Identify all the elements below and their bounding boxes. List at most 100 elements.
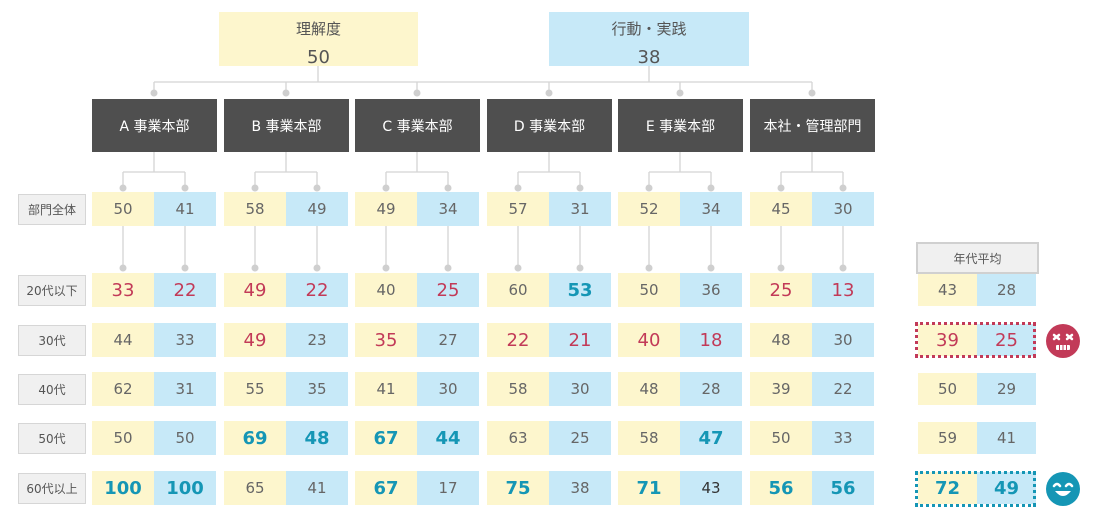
action-label: 行動・実践 <box>611 20 687 38</box>
average-understanding-cell: 39 <box>918 324 977 356</box>
action-score-cell: 53 <box>549 273 611 307</box>
connector-dot <box>676 89 684 97</box>
action-score-cell: 23 <box>286 323 348 357</box>
understanding-score-cell: 50 <box>92 421 154 455</box>
action-score-cell: 22 <box>812 372 874 406</box>
connector-dot <box>707 184 715 192</box>
action-score-cell: 48 <box>286 421 348 455</box>
connector-dot <box>545 89 553 97</box>
row-label: 30代 <box>18 325 86 356</box>
average-action-cell: 28 <box>977 274 1036 306</box>
connector-dot <box>413 89 421 97</box>
action-score-cell: 13 <box>812 273 874 307</box>
understanding-score-cell: 33 <box>92 273 154 307</box>
average-action-cell: 49 <box>977 472 1036 504</box>
connector-dot <box>514 184 522 192</box>
action-score-cell: 35 <box>286 372 348 406</box>
row-label: 40代 <box>18 374 86 405</box>
connector-dot <box>839 184 847 192</box>
connector-dot <box>251 184 259 192</box>
connector-dot <box>313 264 321 272</box>
action-score-cell: 34 <box>680 192 742 226</box>
action-score-cell: 22 <box>286 273 348 307</box>
connector-dot <box>444 264 452 272</box>
understanding-score-cell: 22 <box>487 323 549 357</box>
understanding-score-cell: 49 <box>224 273 286 307</box>
understanding-score-cell: 52 <box>618 192 680 226</box>
action-score-cell: 21 <box>549 323 611 357</box>
highest-average-highlight <box>915 471 1036 507</box>
connector-dot <box>645 184 653 192</box>
smile-face-icon <box>1046 472 1080 506</box>
action-score-cell: 25 <box>549 421 611 455</box>
understanding-score-cell: 100 <box>92 471 154 505</box>
action-score-cell: 100 <box>154 471 216 505</box>
connector-dot <box>576 264 584 272</box>
action-score-cell: 22 <box>154 273 216 307</box>
department-node: E 事業本部 <box>618 99 743 152</box>
understanding-score-cell: 58 <box>224 192 286 226</box>
understanding-score-cell: 45 <box>750 192 812 226</box>
action-score-cell: 47 <box>680 421 742 455</box>
understanding-score-cell: 40 <box>355 273 417 307</box>
action-score-cell: 41 <box>154 192 216 226</box>
action-score-cell: 30 <box>812 323 874 357</box>
lowest-average-highlight <box>915 322 1036 358</box>
action-node: 行動・実践 38 <box>549 12 749 68</box>
action-score-cell: 33 <box>812 421 874 455</box>
average-understanding-cell: 43 <box>918 274 977 306</box>
understanding-score-cell: 58 <box>487 372 549 406</box>
connector-dot <box>645 264 653 272</box>
action-score-cell: 27 <box>417 323 479 357</box>
action-score-cell: 17 <box>417 471 479 505</box>
action-score-cell: 41 <box>286 471 348 505</box>
connector-dot <box>576 184 584 192</box>
action-score-cell: 18 <box>680 323 742 357</box>
action-score-cell: 30 <box>549 372 611 406</box>
connector-dot <box>181 184 189 192</box>
understanding-label: 理解度 <box>295 20 341 38</box>
department-node: C 事業本部 <box>355 99 480 152</box>
action-score-cell: 56 <box>812 471 874 505</box>
understanding-score-cell: 35 <box>355 323 417 357</box>
understanding-score-cell: 50 <box>92 192 154 226</box>
understanding-score-cell: 39 <box>750 372 812 406</box>
understanding-score-cell: 49 <box>224 323 286 357</box>
action-score-cell: 34 <box>417 192 479 226</box>
connector-dot <box>839 264 847 272</box>
action-score-cell: 49 <box>286 192 348 226</box>
understanding-score-cell: 67 <box>355 471 417 505</box>
understanding-score-cell: 62 <box>92 372 154 406</box>
connector-dot <box>313 184 321 192</box>
understanding-node: 理解度 50 <box>219 12 418 68</box>
sad-face-icon <box>1046 324 1080 358</box>
connector-dot <box>777 184 785 192</box>
understanding-score-cell: 44 <box>92 323 154 357</box>
connector-dot <box>119 264 127 272</box>
action-value: 38 <box>637 47 661 68</box>
action-score-cell: 44 <box>417 421 479 455</box>
connector-dot <box>119 184 127 192</box>
understanding-score-cell: 67 <box>355 421 417 455</box>
understanding-score-cell: 71 <box>618 471 680 505</box>
action-score-cell: 50 <box>154 421 216 455</box>
understanding-score-cell: 60 <box>487 273 549 307</box>
connector-dot <box>808 89 816 97</box>
understanding-score-cell: 48 <box>618 372 680 406</box>
connector-dot <box>282 89 290 97</box>
row-label: 60代以上 <box>18 473 86 504</box>
age-average-header: 年代平均 <box>916 242 1039 274</box>
connector-dot <box>150 89 158 97</box>
average-understanding-cell: 72 <box>918 472 977 504</box>
row-label: 50代 <box>18 423 86 454</box>
action-score-cell: 25 <box>417 273 479 307</box>
understanding-score-cell: 69 <box>224 421 286 455</box>
action-score-cell: 36 <box>680 273 742 307</box>
average-action-cell: 29 <box>977 373 1036 405</box>
connector-dot <box>251 264 259 272</box>
action-score-cell: 28 <box>680 372 742 406</box>
action-score-cell: 30 <box>417 372 479 406</box>
action-score-cell: 38 <box>549 471 611 505</box>
understanding-score-cell: 56 <box>750 471 812 505</box>
understanding-score-cell: 48 <box>750 323 812 357</box>
